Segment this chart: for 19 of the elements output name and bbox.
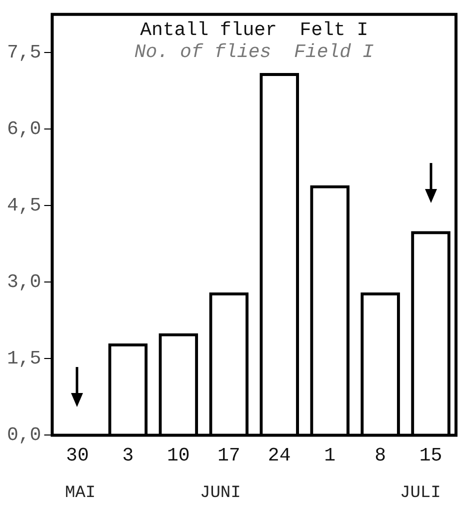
- text: JUNI: [200, 484, 241, 503]
- y-tick-label: 3,0: [6, 271, 42, 294]
- x-tick-label: 24: [268, 444, 291, 467]
- text: JULI: [400, 484, 441, 503]
- text: MAI: [65, 484, 96, 503]
- x-tick-label: 8: [374, 444, 386, 467]
- x-tick-label: 15: [419, 444, 442, 467]
- text: No. of flies Field I: [134, 40, 374, 63]
- y-tick-label: 1,5: [6, 348, 42, 370]
- y-tick-label: 7,5: [6, 42, 42, 64]
- y-tick-label: 4,5: [6, 194, 42, 217]
- x-tick-label: 3: [122, 444, 134, 467]
- y-tick-label: 6,0: [6, 118, 42, 140]
- x-tick-label: 1: [324, 444, 336, 467]
- x-tick-label: 17: [217, 444, 240, 467]
- x-tick-label: 10: [166, 444, 190, 467]
- chart-title: Antall fluer Felt I: [140, 18, 368, 41]
- x-tick-label: 30: [66, 444, 89, 467]
- y-tick-label: 0,0: [6, 424, 42, 446]
